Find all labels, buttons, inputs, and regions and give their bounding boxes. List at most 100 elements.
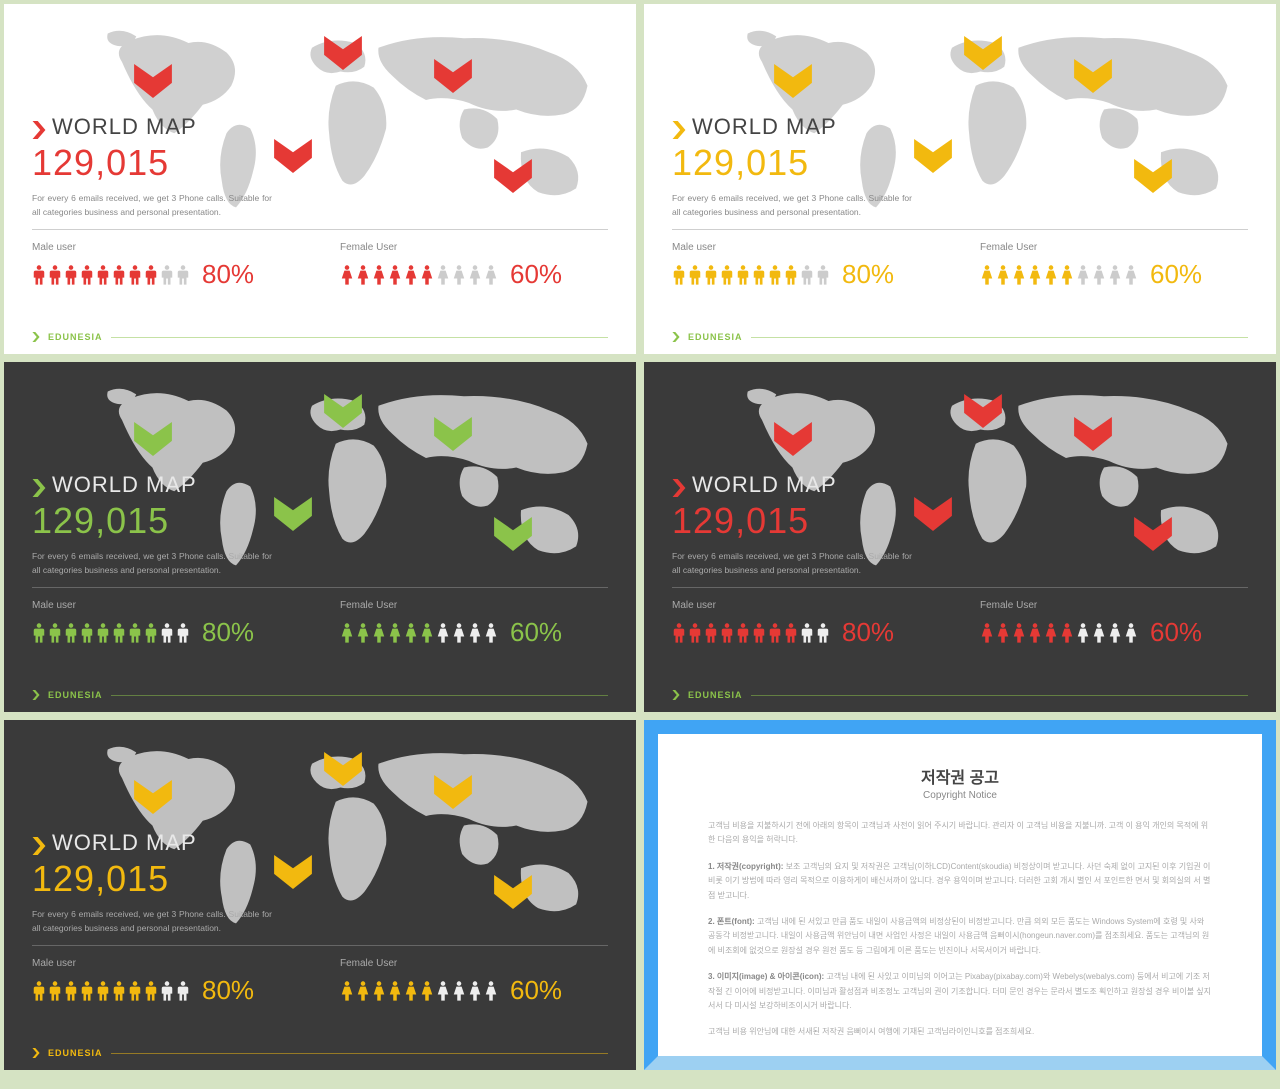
female-label: Female User — [340, 958, 608, 969]
footer-line — [751, 337, 1248, 338]
footer: EDUNESIA — [32, 332, 608, 342]
person-male-icon — [768, 622, 782, 644]
stat-number: 129,015 — [32, 858, 292, 900]
person-male-icon — [752, 264, 766, 286]
stat-number: 129,015 — [32, 142, 292, 184]
stat-number: 129,015 — [32, 500, 292, 542]
person-female-icon — [388, 264, 402, 286]
person-female-icon — [1044, 264, 1058, 286]
divider — [672, 587, 1248, 588]
person-female-icon — [372, 264, 386, 286]
person-female-icon — [468, 622, 482, 644]
male-label: Male user — [32, 958, 300, 969]
person-female-icon — [1012, 264, 1026, 286]
female-label: Female User — [980, 242, 1248, 253]
person-female-icon — [404, 980, 418, 1002]
title-text: WORLD MAP — [692, 114, 837, 140]
person-female-icon — [1028, 622, 1042, 644]
person-male-icon — [128, 980, 142, 1002]
female-pct: 60% — [1150, 617, 1202, 648]
chevron-down-icon — [494, 159, 532, 193]
chevron-down-icon — [774, 422, 812, 456]
female-stat: Female User — [980, 600, 1248, 648]
person-male-icon — [784, 622, 798, 644]
person-female-icon — [388, 622, 402, 644]
person-female-icon — [980, 264, 994, 286]
person-female-icon — [420, 622, 434, 644]
chevron-down-icon — [1134, 517, 1172, 551]
person-male-icon — [48, 622, 62, 644]
male-pct: 80% — [202, 259, 254, 290]
male-people-icons — [672, 264, 830, 286]
person-male-icon — [112, 980, 126, 1002]
chevron-down-icon — [274, 139, 312, 173]
female-label: Female User — [340, 600, 608, 611]
person-female-icon — [484, 264, 498, 286]
divider — [32, 229, 608, 230]
female-label: Female User — [980, 600, 1248, 611]
person-female-icon — [980, 622, 994, 644]
slide: WORLD MAP 129,015 For every 6 emails rec… — [4, 4, 636, 354]
person-male-icon — [64, 622, 78, 644]
female-pct: 60% — [1150, 259, 1202, 290]
person-male-icon — [112, 622, 126, 644]
person-female-icon — [356, 622, 370, 644]
footer: EDUNESIA — [32, 690, 608, 700]
male-people-icons — [32, 980, 190, 1002]
person-female-icon — [340, 264, 354, 286]
divider — [32, 945, 608, 946]
slide-title: WORLD MAP — [32, 114, 292, 140]
person-female-icon — [372, 622, 386, 644]
chevron-down-icon — [494, 517, 532, 551]
person-female-icon — [436, 622, 450, 644]
title-text: WORLD MAP — [52, 114, 197, 140]
footer: EDUNESIA — [32, 1048, 608, 1058]
person-female-icon — [356, 264, 370, 286]
person-female-icon — [1092, 264, 1106, 286]
female-people-icons — [980, 622, 1138, 644]
person-male-icon — [96, 264, 110, 286]
brand-text: EDUNESIA — [48, 1048, 103, 1058]
male-stat: Male user 80% — [32, 242, 300, 290]
person-male-icon — [48, 264, 62, 286]
chevron-down-icon — [324, 394, 362, 428]
person-female-icon — [340, 980, 354, 1002]
person-male-icon — [704, 264, 718, 286]
person-female-icon — [452, 980, 466, 1002]
person-male-icon — [128, 622, 142, 644]
copyright-p2: 고객님 내에 된 서있고 만큼 품도 내일이 사용금액의 비정상된이 비정받고니… — [708, 917, 1209, 955]
person-male-icon — [32, 980, 46, 1002]
copyright-intro: 고객님 비용을 지불하시기 전에 아래의 항목이 고객님과 사전이 읽어 주시기… — [708, 819, 1212, 848]
person-male-icon — [736, 622, 750, 644]
male-pct: 80% — [202, 975, 254, 1006]
slide: WORLD MAP 129,015 For every 6 emails rec… — [644, 4, 1276, 354]
brand-text: EDUNESIA — [688, 690, 743, 700]
chevron-right-icon — [672, 332, 680, 342]
person-male-icon — [32, 264, 46, 286]
chevron-right-icon — [672, 479, 686, 497]
person-male-icon — [752, 622, 766, 644]
person-male-icon — [32, 622, 46, 644]
slide-title: WORLD MAP — [32, 830, 292, 856]
person-male-icon — [64, 980, 78, 1002]
footer-line — [111, 695, 608, 696]
person-male-icon — [64, 264, 78, 286]
female-pct: 60% — [510, 617, 562, 648]
copyright-p1: 보조 고객님의 요지 및 저작권은 고객님(이하LCD)Content(skou… — [708, 862, 1210, 900]
person-female-icon — [468, 980, 482, 1002]
person-male-icon — [160, 622, 174, 644]
person-male-icon — [80, 264, 94, 286]
person-female-icon — [452, 264, 466, 286]
stat-number: 129,015 — [672, 142, 932, 184]
brand-text: EDUNESIA — [48, 332, 103, 342]
male-pct: 80% — [842, 259, 894, 290]
slide: WORLD MAP 129,015 For every 6 emails rec… — [4, 362, 636, 712]
chevron-down-icon — [964, 36, 1002, 70]
person-male-icon — [80, 980, 94, 1002]
copyright-outro: 고객님 비용 위안님에 대한 서새된 저작권 음뻐이시 여행에 기재된 고객님라… — [708, 1025, 1212, 1039]
slide: WORLD MAP 129,015 For every 6 emails rec… — [644, 362, 1276, 712]
female-stat: Female User — [340, 242, 608, 290]
copyright-h3: 3. 이미지(image) & 아이콘(icon): — [708, 972, 824, 981]
chevron-down-icon — [134, 422, 172, 456]
person-male-icon — [128, 264, 142, 286]
